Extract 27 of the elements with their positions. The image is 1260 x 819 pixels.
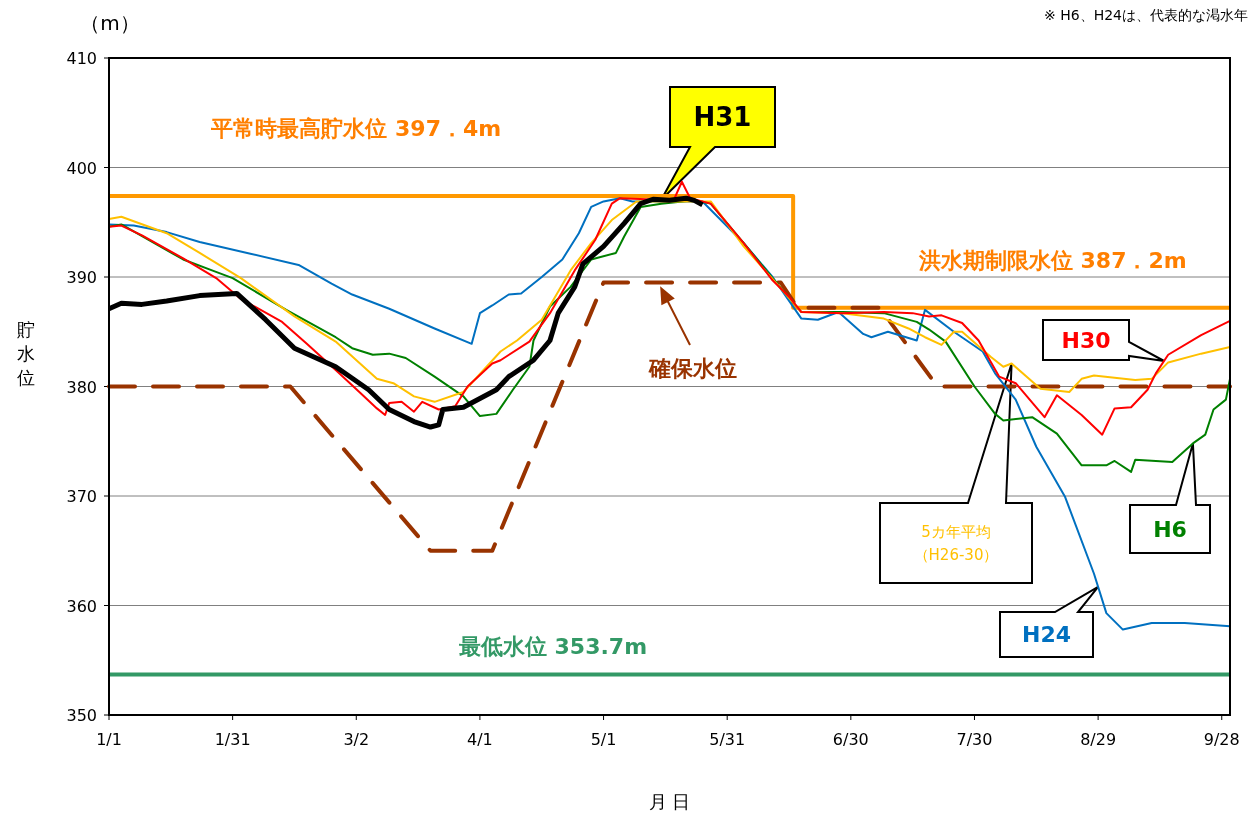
annotation: 洪水期制限水位 387．2m [917, 247, 1187, 273]
y-tick-label: 410 [66, 49, 97, 68]
annotation: 平常時最高貯水位 397．4m [210, 115, 502, 141]
y-tick-label: 390 [66, 268, 97, 287]
series-label: H30 [1061, 327, 1111, 353]
legend-label: 確保水位 [648, 356, 737, 381]
y-axis-title: 貯水位 [17, 319, 35, 388]
x-tick-label: 5/1 [590, 730, 617, 749]
x-tick-label: 6/30 [832, 730, 869, 749]
y-tick-label: 400 [66, 158, 97, 178]
y-tick-label: 360 [66, 596, 97, 616]
y-tick-label: 350 [66, 706, 97, 725]
ref-line-label: 最低水位 353.7m [457, 634, 648, 660]
y-tick-label: 370 [66, 487, 97, 506]
text: ※ H6、H24は、代表的な渇水年 [1044, 7, 1248, 23]
x-tick-label: 3/2 [343, 730, 370, 749]
x-tick-label: 8/29 [1080, 730, 1117, 749]
x-axis-title: 月 日 [648, 791, 691, 812]
text: （m） [80, 11, 140, 35]
x-tick-label: 5/31 [709, 730, 746, 749]
series-label: H24 [1021, 622, 1072, 648]
y-tick-label: 380 [66, 377, 97, 397]
x-tick-label: 9/28 [1203, 730, 1240, 749]
x-tick-label: 1/1 [96, 730, 122, 749]
x-tick-label: 7/30 [956, 730, 993, 749]
x-tick-label: 1/31 [214, 730, 251, 749]
x-tick-label: 4/1 [467, 730, 493, 749]
